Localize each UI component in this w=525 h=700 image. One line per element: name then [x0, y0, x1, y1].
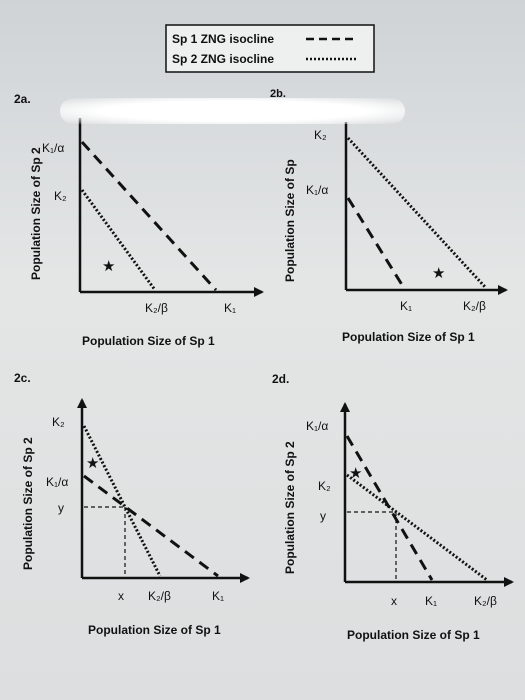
panel-2b-title: 2b.: [270, 88, 286, 100]
panel-2b-ylabel: Population Size of Sp: [283, 159, 297, 282]
panel-2d-xtick-x: x: [391, 594, 397, 608]
panel-2a-xtick-k2-beta: K₂/β: [145, 301, 168, 315]
panel-2b-ytick-k1-alpha: K₁/α: [306, 183, 328, 197]
panel-2c-ytick-k2: K₂: [52, 415, 65, 429]
panel-2c-title: 2c.: [14, 371, 31, 385]
panel-2c-star-marker: ★: [86, 455, 99, 472]
panel-2d: 2d. Population Size of Sp 2 K₁/α K₂ y x …: [272, 372, 514, 642]
panel-2d-ylabel: Population Size of Sp 2: [283, 441, 297, 574]
panel-2a-xtick-k1: K₁: [224, 301, 236, 315]
panel-2d-ytick-y: y: [320, 509, 326, 523]
panel-2a-sp1-isocline: [80, 140, 218, 292]
panel-2b-xtick-k2-beta: K₂/β: [463, 299, 486, 313]
panel-2d-xlabel: Population Size of Sp 1: [347, 628, 480, 642]
panel-2d-ytick-k2: K₂: [318, 479, 331, 493]
panel-2d-sp1-isocline: [345, 435, 434, 581]
panel-2a-ylabel: Population Size of Sp 2: [29, 147, 43, 280]
panel-2c-ytick-k1-alpha: K₁/α: [46, 475, 68, 489]
panel-2b-sp2-isocline: [346, 136, 488, 290]
panel-2a-ytick-k1-alpha: K₁/α: [42, 141, 64, 155]
panel-2c-ylabel: Population Size of Sp 2: [21, 437, 35, 570]
panel-2b-star-marker: ★: [432, 265, 445, 282]
panel-2a: 2a. Population Size of Sp 2 K₁/α K₂ K₂/β…: [14, 92, 264, 348]
panel-2a-ytick-k2: K₂: [54, 189, 67, 203]
panel-2b-xlabel: Population Size of Sp 1: [342, 330, 475, 344]
legend-sp2-label: Sp 2 ZNG isocline: [172, 52, 274, 66]
panel-2c-xtick-k2-beta: K₂/β: [148, 589, 171, 603]
panel-2c-sp1-isocline: [83, 474, 219, 578]
panel-2c-xtick-k1: K₁: [212, 589, 224, 603]
panel-2c-xlabel: Population Size of Sp 1: [88, 623, 221, 637]
panel-2d-xtick-k1: K₁: [425, 594, 437, 608]
panel-2b-ytick-k2: K₂: [314, 128, 327, 142]
panel-2d-ytick-k1-alpha: K₁/α: [306, 419, 328, 433]
panel-2c-sp2-isocline: [82, 425, 162, 577]
panel-2b: 2b. Population Size of Sp K₂ K₁/α K₁ K₂/…: [270, 88, 508, 344]
legend: Sp 1 ZNG isocline Sp 2 ZNG isocline: [165, 24, 375, 73]
panel-2a-star-marker: ★: [102, 258, 115, 275]
panel-2a-title: 2a.: [14, 92, 31, 106]
panel-2d-xtick-k2-beta: K₂/β: [474, 594, 497, 608]
panel-2b-xtick-k1: K₁: [400, 299, 412, 313]
panel-2c-xtick-x: x: [118, 589, 124, 603]
panel-2c-ytick-y: y: [58, 501, 64, 515]
panel-2c: 2c. Population Size of Sp 2 K₂ K₁/α y x …: [14, 371, 250, 637]
panel-2d-sp2-isocline: [346, 473, 488, 582]
panel-2d-title: 2d.: [272, 372, 289, 386]
panel-2a-xlabel: Population Size of Sp 1: [82, 334, 215, 348]
legend-box: [165, 24, 375, 73]
legend-sp1-label: Sp 1 ZNG isocline: [172, 32, 274, 46]
panel-2b-sp1-isocline: [346, 197, 406, 289]
panel-2d-star-marker: ★: [349, 465, 362, 482]
panel-2a-sp2-isocline: [80, 189, 157, 291]
